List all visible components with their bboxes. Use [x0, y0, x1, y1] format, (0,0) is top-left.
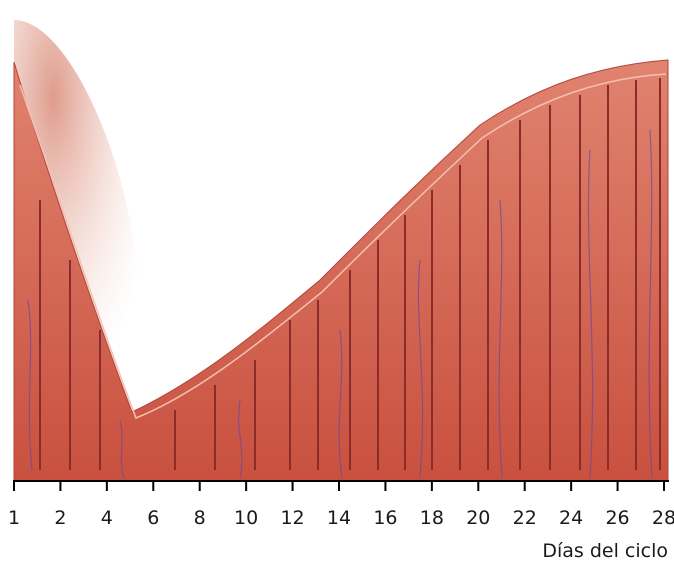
endometrium [13, 59, 669, 482]
tick-label: 10 [234, 507, 258, 529]
veins [27, 129, 653, 479]
axis-title: Días del ciclo [542, 540, 668, 562]
tick-label: 4 [101, 507, 113, 529]
tick-label: 14 [327, 507, 351, 529]
shedding-layer [14, 20, 146, 405]
glands [39, 78, 661, 470]
tick-label: 12 [280, 507, 304, 529]
tick-label: 20 [466, 507, 490, 529]
tick-label: 8 [194, 507, 206, 529]
tick-label: 24 [559, 507, 583, 529]
tick-label: 1 [8, 507, 20, 529]
tick-label: 6 [147, 507, 159, 529]
tick-label: 22 [513, 507, 537, 529]
tick-label: 28 [652, 507, 674, 529]
surface-line [19, 73, 667, 419]
illustration [13, 20, 669, 482]
tick-label: 2 [54, 507, 66, 529]
tick-label: 18 [420, 507, 444, 529]
tick-label: 26 [605, 507, 629, 529]
tick-label: 16 [373, 507, 397, 529]
